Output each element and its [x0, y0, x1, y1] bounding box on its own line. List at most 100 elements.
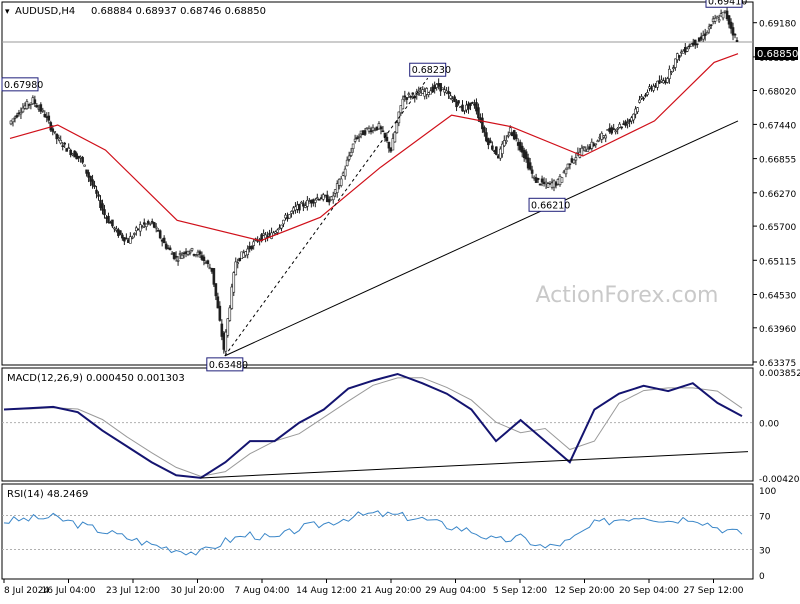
candle-body: [701, 35, 705, 40]
candle-body: [717, 19, 721, 22]
candle-body: [314, 199, 317, 203]
x-axis-label: 14 Aug 12:00: [296, 586, 357, 596]
rsi-group: 100 70 30 0: [2, 487, 776, 582]
candle-body: [586, 148, 590, 152]
x-axis-label: 20 Sep 04:00: [619, 586, 679, 596]
candle-body: [131, 237, 134, 239]
candle-body: [111, 219, 114, 227]
candle-body: [327, 199, 331, 203]
candle-body: [514, 134, 518, 140]
candle-body: [566, 163, 570, 169]
chart-symbol-icon: ▾: [5, 7, 10, 17]
candle-body: [53, 131, 57, 133]
candle-body: [129, 236, 132, 244]
price-axis-label: 0.66855: [759, 156, 796, 166]
chart-symbol: AUDUSD,H4: [15, 6, 75, 17]
candle-body: [367, 128, 371, 132]
candle-body: [485, 132, 488, 142]
candle-body: [491, 145, 494, 150]
candle-body: [528, 162, 532, 170]
candle-body: [642, 97, 645, 100]
candle-body: [461, 104, 464, 112]
candle-body: [455, 101, 458, 108]
candle-body: [69, 149, 72, 156]
candle-body: [544, 181, 548, 185]
candle-body: [318, 199, 321, 201]
candle-body: [640, 96, 643, 99]
candle-body: [174, 255, 178, 258]
candle-body: [689, 43, 693, 47]
price-axis-label: 0.69180: [759, 20, 796, 30]
candle-body: [500, 143, 504, 154]
price-axis-label: 0.68020: [759, 88, 796, 98]
candle-body: [656, 80, 659, 88]
candle-body: [19, 112, 23, 115]
candle-body: [252, 241, 255, 246]
candle-body: [506, 134, 510, 137]
candle-body: [357, 135, 361, 138]
chart-ohlc: 0.68884 0.68937 0.68746 0.68850: [91, 6, 266, 17]
rsi-title: RSI(14) 48.2469: [7, 489, 88, 500]
candle-body: [218, 305, 222, 321]
price-annotation-label: 0.69410: [708, 0, 747, 7]
price-axis-label: 0.63960: [759, 325, 796, 335]
candle-body: [150, 221, 154, 223]
candle-body: [103, 209, 106, 216]
candle-body: [302, 203, 305, 207]
candle-body: [489, 140, 492, 144]
candle-body: [190, 248, 194, 251]
candle-body: [262, 233, 265, 236]
candle-body: [39, 104, 43, 112]
x-axis-label: 23 Jul 12:00: [106, 586, 160, 596]
candle-body: [198, 251, 202, 255]
candle-body: [290, 211, 293, 214]
candle-body: [154, 226, 158, 229]
candle-body: [316, 197, 319, 200]
price-annotation-label: 0.66210: [531, 200, 570, 211]
rsi-line: [3, 510, 743, 556]
candle-body: [648, 86, 651, 89]
rsi-axis-label: 30: [759, 547, 771, 557]
candle-body: [133, 233, 136, 235]
candle-body: [144, 223, 148, 228]
candle-body: [85, 169, 88, 174]
candle-body: [715, 16, 719, 19]
macd-line: [3, 372, 743, 479]
candle-body: [224, 331, 228, 352]
candle-body: [616, 128, 619, 130]
candle-body: [57, 137, 61, 140]
candle-body: [596, 140, 600, 143]
x-axis-label: 8 Jul 2024: [4, 586, 49, 596]
macd-axis-label: 0.00: [759, 420, 779, 430]
candle-body: [620, 126, 623, 129]
candle-body: [668, 68, 671, 80]
candle-body: [495, 146, 498, 155]
candle-body: [13, 116, 17, 119]
candle-body: [339, 178, 343, 186]
candle-body: [369, 130, 373, 133]
candle-body: [672, 67, 675, 69]
candle-body: [709, 24, 713, 27]
price-annotation-label: 0.67980: [4, 80, 43, 91]
candle-body: [670, 71, 673, 73]
candle-body: [125, 237, 128, 240]
candle-body: [626, 122, 629, 124]
candle-body: [51, 128, 55, 132]
candle-body: [508, 127, 512, 133]
candle-body: [725, 10, 729, 20]
candle-body: [703, 33, 707, 36]
candle-body: [425, 88, 429, 95]
candle-body: [632, 113, 635, 121]
price-annotation-label: 0.68230: [412, 65, 451, 76]
candle-body: [351, 143, 355, 149]
candle-body: [439, 83, 442, 92]
candle-body: [594, 143, 598, 146]
candle-body: [731, 27, 735, 36]
candle-body: [226, 318, 230, 336]
candle-body: [572, 159, 576, 164]
candle-body: [164, 243, 168, 249]
support-trendline: [224, 120, 739, 357]
candle-body: [21, 107, 25, 113]
candle-body: [214, 283, 218, 297]
candle-body: [220, 323, 224, 337]
